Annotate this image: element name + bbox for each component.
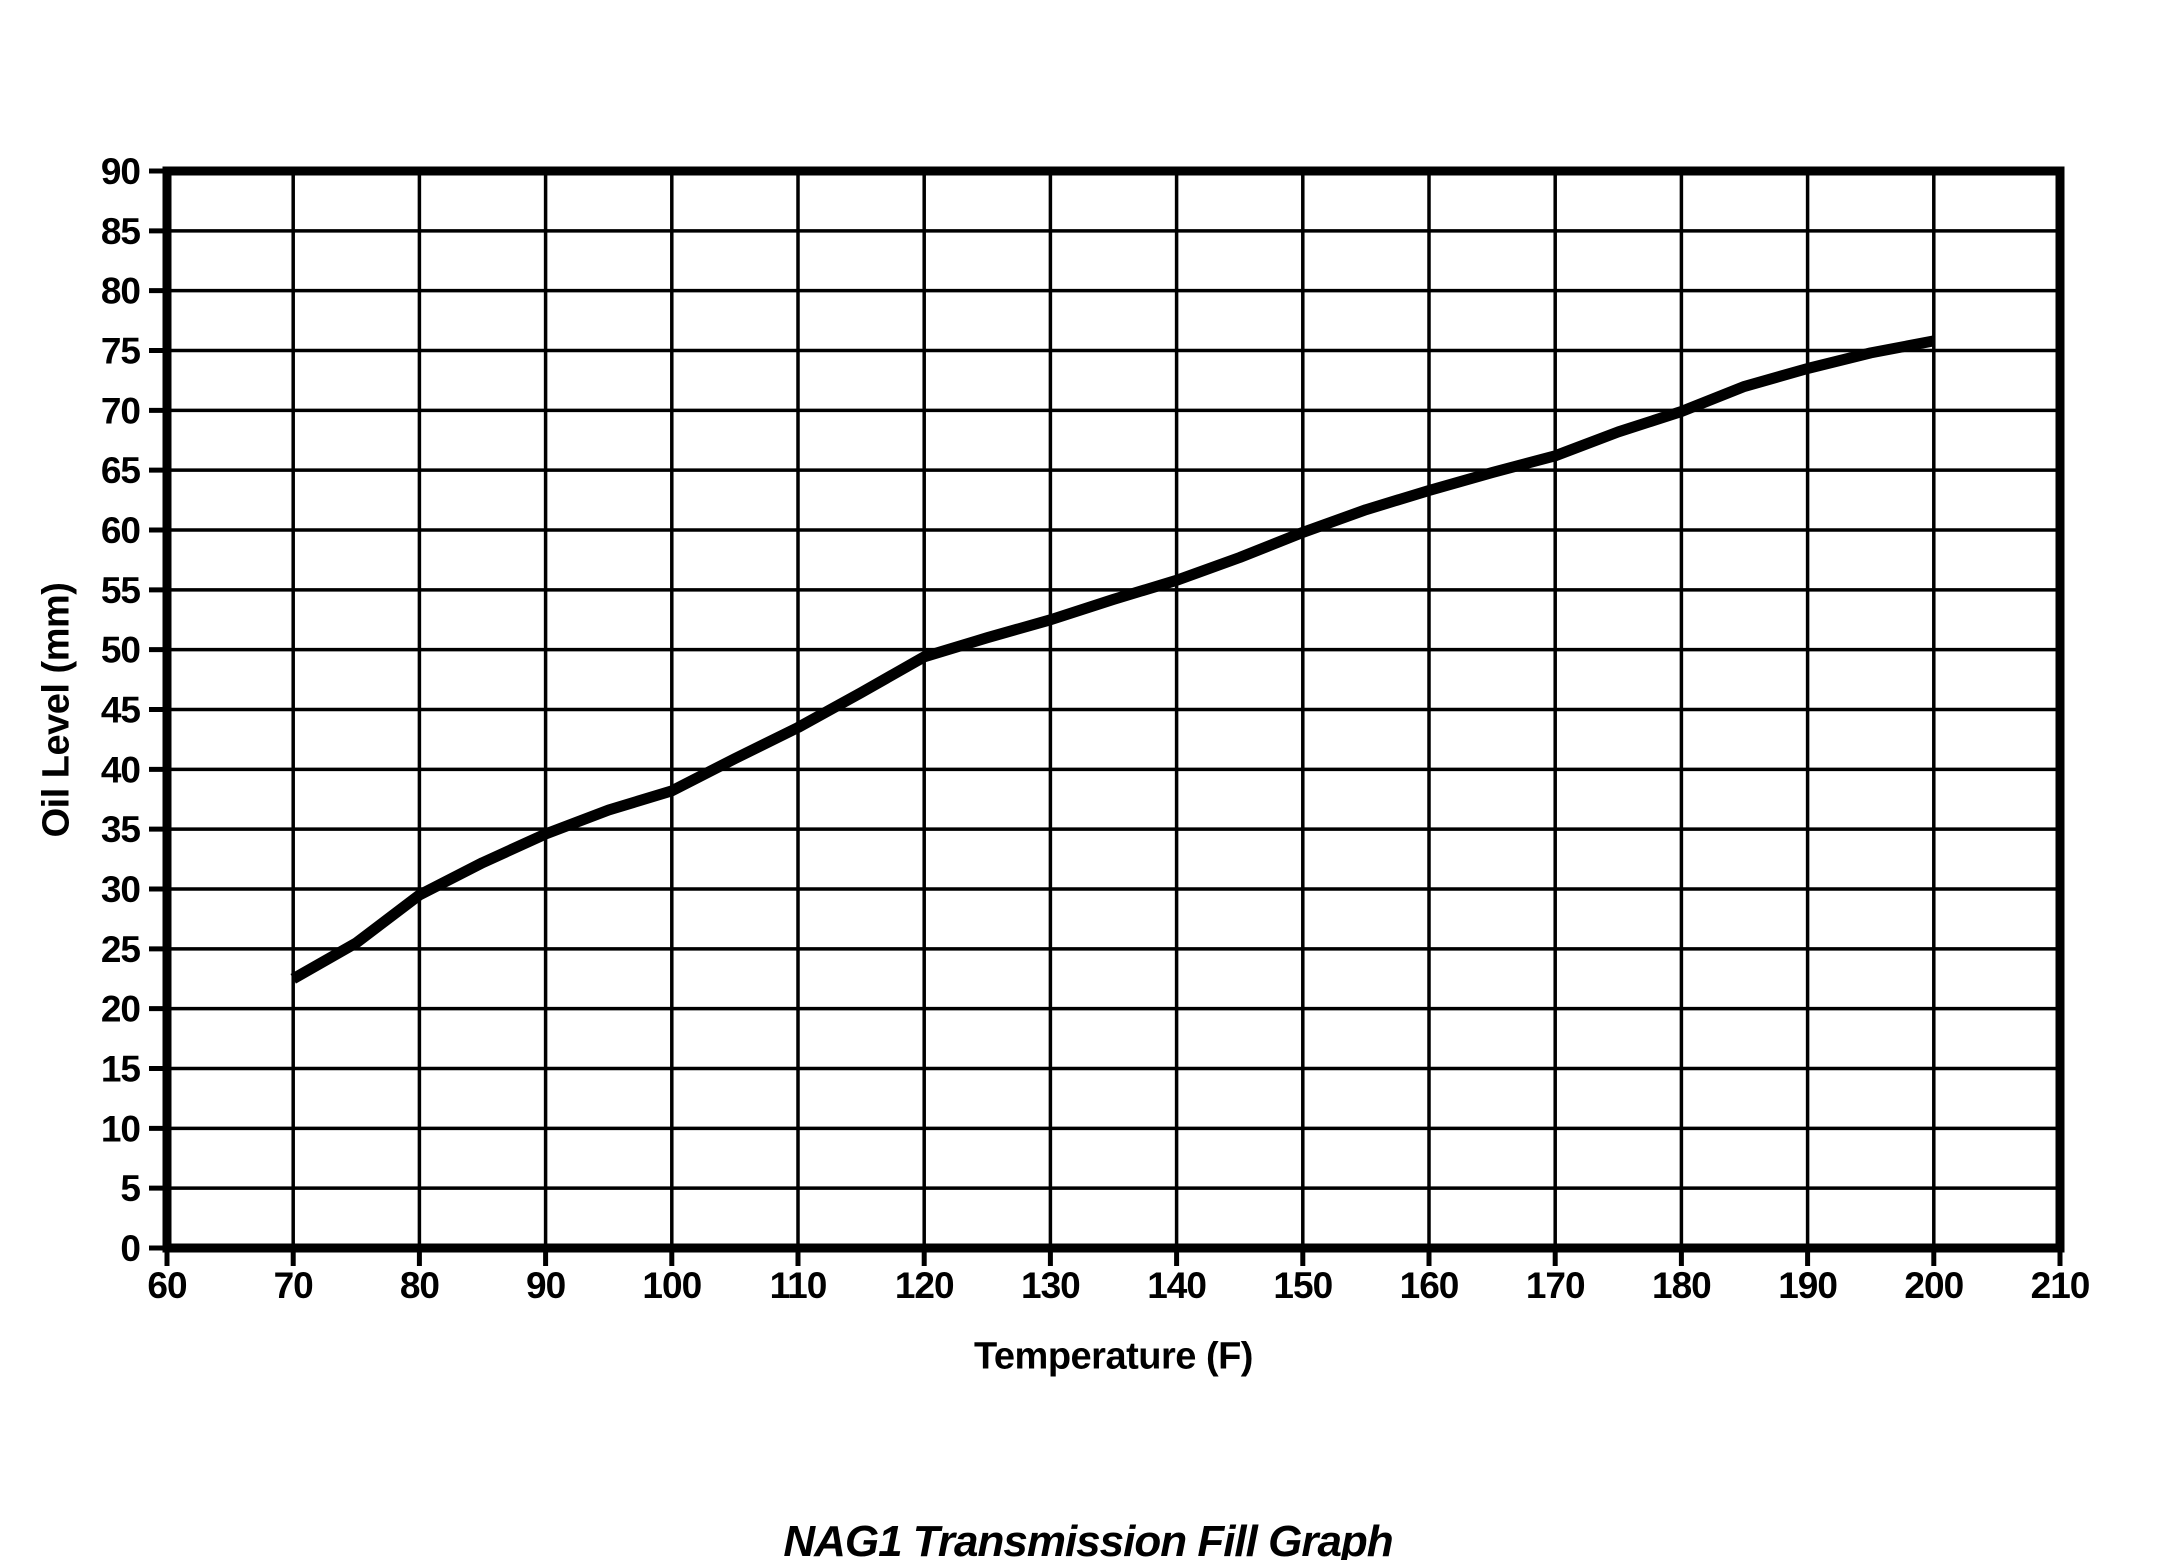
y-tick-label: 90 — [101, 151, 141, 192]
y-tick-label: 50 — [101, 630, 141, 671]
x-tick-label: 200 — [1904, 1265, 1963, 1306]
y-tick-label: 70 — [101, 390, 141, 431]
y-tick-label: 5 — [120, 1168, 140, 1209]
x-tick-label: 120 — [895, 1265, 954, 1306]
x-axis-label: Temperature (F) — [974, 1335, 1253, 1378]
y-tick-label: 10 — [101, 1108, 141, 1149]
x-tick-label: 70 — [274, 1265, 314, 1306]
x-tick-label: 80 — [400, 1265, 440, 1306]
y-tick-label: 55 — [101, 570, 141, 611]
x-tick-label: 140 — [1147, 1265, 1206, 1306]
y-tick-label: 40 — [101, 749, 141, 790]
x-tick-label: 210 — [2031, 1265, 2090, 1306]
y-tick-label: 45 — [101, 690, 141, 731]
data-line — [290, 335, 1935, 984]
chart-title: NAG1 Transmission Fill Graph — [783, 1517, 1393, 1560]
x-tick-label: 60 — [147, 1265, 187, 1306]
plot-border — [162, 166, 2065, 1253]
y-tick-label: 85 — [101, 211, 141, 252]
x-tick-label: 180 — [1652, 1265, 1711, 1306]
x-tick-label: 100 — [642, 1265, 701, 1306]
x-tick-label: 170 — [1526, 1265, 1585, 1306]
x-tick-label: 150 — [1273, 1265, 1332, 1306]
y-tick-label: 20 — [101, 989, 141, 1030]
y-tick-label: 75 — [101, 331, 141, 372]
y-tick-label: 15 — [101, 1049, 141, 1090]
x-tick-label: 160 — [1400, 1265, 1459, 1306]
x-tick-label: 110 — [770, 1265, 827, 1306]
x-tick-label: 190 — [1778, 1265, 1837, 1306]
x-tick-label: 130 — [1021, 1265, 1080, 1306]
y-tick-label: 65 — [101, 450, 141, 491]
y-tick-label: 25 — [101, 929, 141, 970]
y-axis-label: Oil Level (mm) — [35, 582, 78, 838]
y-tick-label: 60 — [101, 510, 141, 551]
y-tick-label: 30 — [101, 869, 141, 910]
x-tick-label: 90 — [526, 1265, 566, 1306]
y-tick-label: 80 — [101, 271, 141, 312]
y-tick-label: 0 — [120, 1228, 140, 1269]
y-tick-label: 35 — [101, 809, 141, 850]
